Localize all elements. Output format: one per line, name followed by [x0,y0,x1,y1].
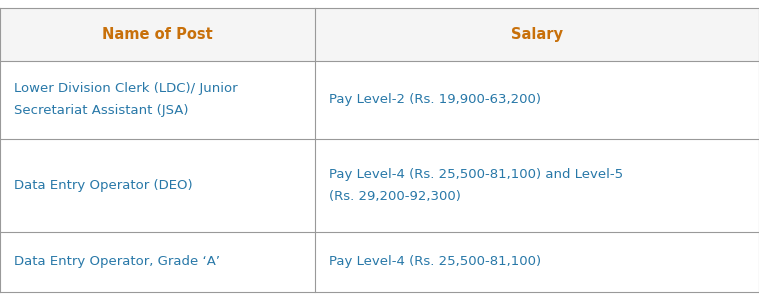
Text: Pay Level-4 (Rs. 25,500-81,100): Pay Level-4 (Rs. 25,500-81,100) [329,256,540,268]
Bar [0,8,759,61]
Text: Lower Division Clerk (LDC)/ Junior
Secretariat Assistant (JSA): Lower Division Clerk (LDC)/ Junior Secre… [14,82,238,118]
Text: Salary: Salary [511,27,563,42]
Bar [0,232,759,292]
Text: Name of Post: Name of Post [102,27,213,42]
Text: Data Entry Operator, Grade ‘A’: Data Entry Operator, Grade ‘A’ [14,256,219,268]
Bar [0,61,759,139]
Text: Pay Level-2 (Rs. 19,900-63,200): Pay Level-2 (Rs. 19,900-63,200) [329,94,540,106]
Text: Data Entry Operator (DEO): Data Entry Operator (DEO) [14,179,192,192]
Bar [0,139,759,232]
Text: Pay Level-4 (Rs. 25,500-81,100) and Level-5
(Rs. 29,200-92,300): Pay Level-4 (Rs. 25,500-81,100) and Leve… [329,168,623,203]
